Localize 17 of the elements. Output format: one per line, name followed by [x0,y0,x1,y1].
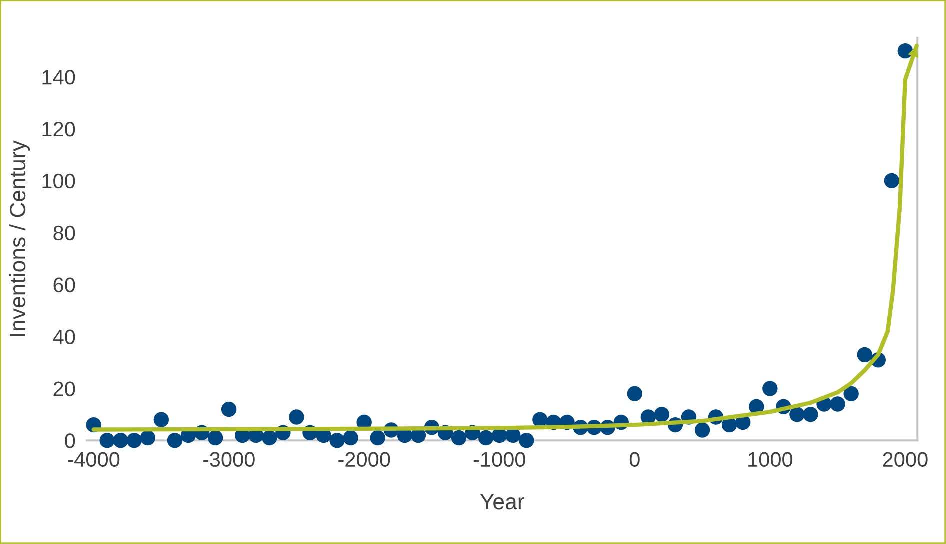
y-tick-label: 140 [42,70,76,85]
y-axis-title: Inventions / Century [9,140,30,336]
y-tick-label: 120 [42,122,76,137]
y-tick-label: 40 [53,330,76,345]
x-tick-label: -2000 [338,452,390,468]
y-tick-label: 80 [54,226,76,241]
y-tick-label: 100 [42,174,76,189]
x-axis-title: Year [480,494,524,510]
y-tick-label: 20 [54,382,76,396]
x-tick-label: 1000 [748,452,793,468]
x-tick-label: 2000 [883,452,928,468]
y-tick-label: 0 [65,434,76,448]
x-tick-label: -1000 [474,452,526,468]
x-tick-label: -3000 [203,452,255,468]
x-tick-label: 0 [630,452,640,468]
y-tick-label: 60 [54,278,76,293]
x-tick-label: -4000 [68,452,120,468]
